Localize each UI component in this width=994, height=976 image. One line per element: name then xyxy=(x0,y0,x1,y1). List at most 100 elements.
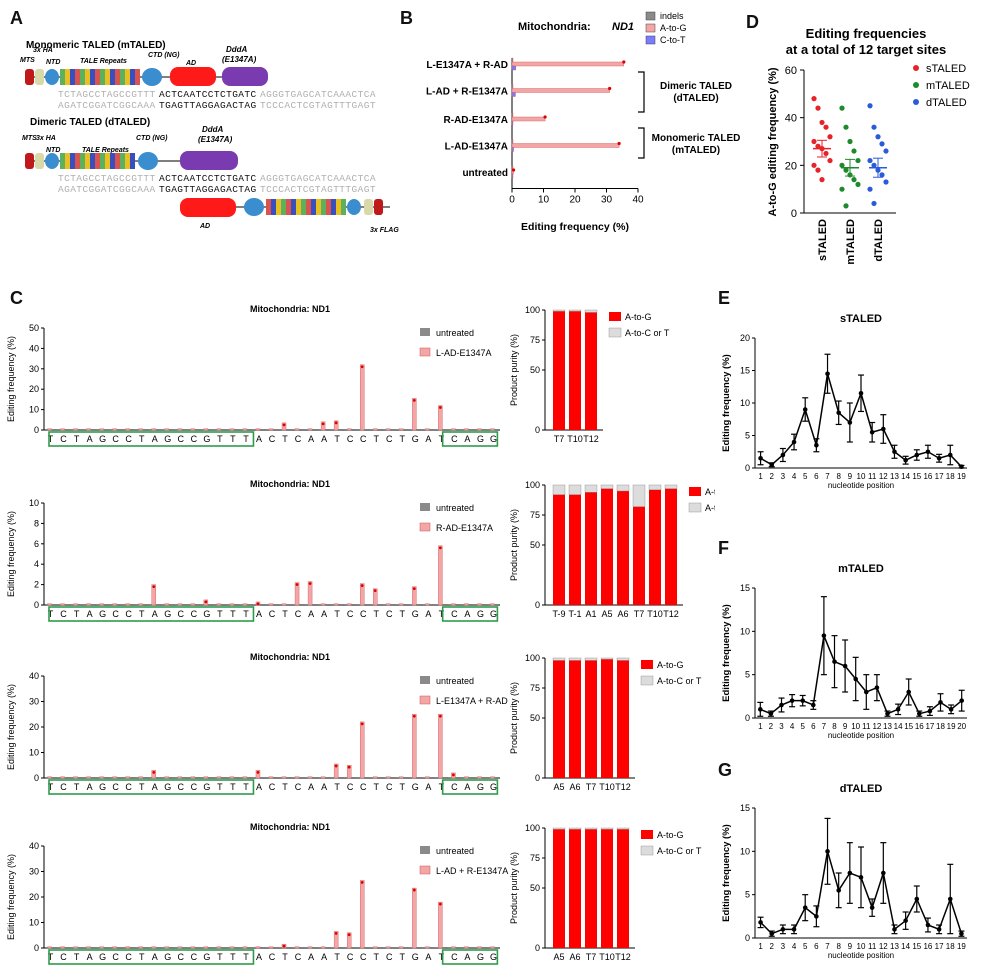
chart-c-bar xyxy=(203,946,209,949)
chart-c-legend-label: untreated xyxy=(436,846,474,856)
chart-c-bar xyxy=(242,428,248,431)
chart-c-bar-untreated xyxy=(487,603,491,605)
chart-c-point xyxy=(412,888,416,892)
purity-legend-swatch xyxy=(641,830,653,839)
chart-c-base: C xyxy=(125,782,132,792)
chart-efg-point xyxy=(814,442,819,448)
chart-c-bar xyxy=(438,545,443,606)
purity-category: T10 xyxy=(599,782,615,792)
purity-bar-atog xyxy=(569,494,581,605)
chart-c-bar xyxy=(386,776,391,779)
chart-efg-point xyxy=(959,931,964,936)
chart-c-base: G xyxy=(477,609,484,619)
chart-d-ytick-label: 60 xyxy=(785,65,797,77)
chart-c-bar-untreated xyxy=(96,428,100,430)
chart-efg-xtick-label: 2 xyxy=(770,472,775,481)
purity-ytick-label: 0 xyxy=(535,600,540,610)
chart-c-bar-untreated xyxy=(83,428,87,430)
chart-c-bar xyxy=(190,428,196,431)
chart-efg-point xyxy=(906,689,911,695)
chart-c-base: T xyxy=(74,952,80,962)
purity-legend-label: A-to-G xyxy=(657,830,684,840)
chart-c-ylabel: Editing frequency (%) xyxy=(6,511,16,597)
ntd-label: NTD xyxy=(46,59,60,66)
chart-c-bar-untreated xyxy=(187,946,191,948)
chart-d-legend-dot xyxy=(913,99,919,105)
chart-c-base: T xyxy=(373,609,379,619)
chart-c-base: A xyxy=(256,609,262,619)
chart-c-bar xyxy=(47,603,52,606)
chart-c-bar-untreated xyxy=(474,603,478,605)
chart-b-point xyxy=(543,115,547,119)
purity-bar-atog xyxy=(585,492,597,605)
chart-c-bar xyxy=(229,428,235,431)
chart-c-bar xyxy=(99,776,104,779)
chart-c-bar-untreated xyxy=(252,428,256,430)
chart-c-ytick-label: 0 xyxy=(34,600,39,610)
chart-c-base: C xyxy=(178,434,185,444)
chart-c-title: Mitochondria: ND1 xyxy=(250,822,330,832)
chart-c-bar xyxy=(47,428,52,431)
chart-c-bar-untreated xyxy=(266,776,269,778)
chart-c-ytick-label: 4 xyxy=(34,559,39,569)
purity-category: A6 xyxy=(569,782,580,792)
chart-c-bar-untreated xyxy=(448,428,452,430)
ddda-mut-label: (E1347A) xyxy=(222,55,257,64)
seq-bot-right: TCCCACTCGTAGTTTGAGT xyxy=(260,100,376,111)
purity-category: A1 xyxy=(585,609,596,619)
chart-c-bar-untreated xyxy=(44,603,48,605)
chart-c-bar-untreated xyxy=(266,603,269,605)
ha-label-2: 3x HA xyxy=(36,135,56,142)
chart-c-bar-untreated xyxy=(174,428,178,430)
chart-c-bar xyxy=(425,946,430,949)
chart-c-base: G xyxy=(490,434,497,444)
chart-c-point xyxy=(412,398,416,402)
chart-d-ylabel: A-to-G editing frequency (%) xyxy=(767,67,779,216)
chart-c-bar xyxy=(412,586,417,606)
chart-efg-point xyxy=(869,905,875,910)
chart-c-point xyxy=(256,602,260,606)
chart-c-legend-label: untreated xyxy=(436,328,474,338)
chart-b-bar xyxy=(511,143,620,148)
chart-efg-xlabel: nucleotide position xyxy=(828,731,894,740)
chart-c-base: A xyxy=(308,434,314,444)
panel-letter-f: F xyxy=(718,538,729,558)
chart-c-base: C xyxy=(125,952,132,962)
chart-c-base: G xyxy=(412,782,419,792)
purity-category: T7 xyxy=(554,434,565,444)
chart-c-bar xyxy=(138,428,143,431)
chart-c-bar-untreated xyxy=(44,428,48,430)
chart-d-ytick-label: 20 xyxy=(785,160,797,172)
chart-d-point xyxy=(883,148,889,154)
chart-c-bar-untreated xyxy=(161,603,165,605)
chart-efg-point xyxy=(914,896,920,902)
chart-c-base: A xyxy=(464,782,470,792)
purity-bar-atog xyxy=(601,488,613,605)
chart-b-category: L-E1347A + R-AD xyxy=(426,60,508,71)
chart-c-bar xyxy=(229,946,235,949)
chart-c-base: G xyxy=(99,434,106,444)
chart-c-base: G xyxy=(164,952,171,962)
chart-c-base: A xyxy=(87,952,93,962)
chart-c-bar xyxy=(268,776,274,779)
chart-c-bar-untreated xyxy=(70,946,74,948)
chart-efg-point xyxy=(836,888,841,893)
chart-c-base: T xyxy=(74,434,80,444)
chart-c-legend-label: R-AD-E1347A xyxy=(436,523,493,533)
chart-c-legend-swatch xyxy=(419,347,431,357)
chart-c-bar xyxy=(112,428,117,431)
chart-c-bar xyxy=(73,946,78,949)
chart-c-bar-untreated xyxy=(70,603,74,605)
chart-c-bar xyxy=(255,428,261,431)
chart-efg-xtick-label: 5 xyxy=(803,942,808,951)
chart-c-base: T xyxy=(282,609,288,619)
chart-efg-xtick-label: 20 xyxy=(957,722,966,731)
chart-efg-point xyxy=(814,914,819,919)
chart-c-bar-untreated xyxy=(409,603,413,605)
chart-c-base: A xyxy=(308,609,314,619)
chart-c-bar-untreated xyxy=(357,603,361,605)
chart-c-base: G xyxy=(490,782,497,792)
purity-category: T10 xyxy=(647,609,663,619)
chart-c-base: C xyxy=(112,782,119,792)
chart-efg-ytick-label: 15 xyxy=(740,366,750,376)
